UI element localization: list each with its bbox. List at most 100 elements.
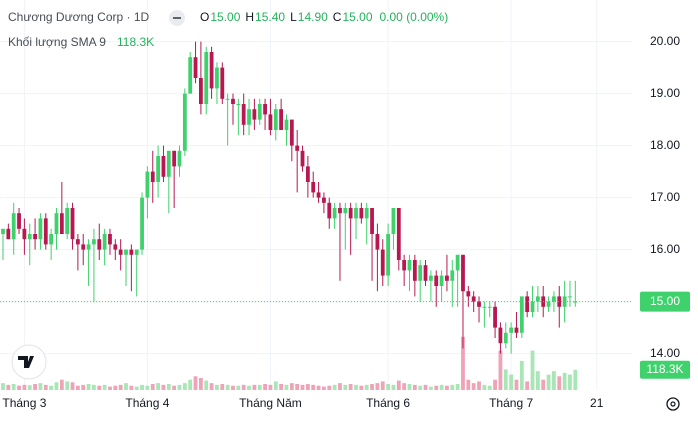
volume-bar [568,374,572,390]
candle-body [86,244,91,250]
volume-bar [503,369,508,390]
candle-body [487,306,492,308]
volume-bar [450,384,455,390]
volume-bar [92,384,96,390]
candle-body [225,98,230,100]
candle-body [316,192,321,198]
volume-bar [108,386,112,390]
candle-body [6,228,11,240]
volume-bar [279,384,284,390]
y-tick-label: 14.00 [650,346,680,360]
candle-body [493,306,497,328]
volume-bar [295,384,300,390]
volume-bar [156,383,161,390]
candle-body [546,301,551,307]
volume-bar [343,384,348,390]
candle-body [338,208,342,214]
candle-body [220,67,225,99]
candle-body [97,239,102,250]
candle-body [22,228,27,240]
volume-bar [418,385,423,390]
volume-bar [263,384,267,390]
candle-body [188,57,193,94]
candle-body [252,109,257,120]
price-tag: 15.00 [650,294,680,308]
volume-bar [359,385,364,390]
candle-body [215,67,219,89]
tradingview-logo [11,344,47,380]
candle-body [418,265,423,281]
volume-bar [493,379,497,390]
candle-body [514,327,519,333]
candle-body [65,208,70,234]
candle-body [75,239,80,245]
candle-body [503,332,508,344]
ohlc-value: 15.40 [255,10,285,24]
candle-body [439,275,444,286]
candle-body [402,260,407,271]
volume-bar [557,376,562,390]
x-tick-label: Tháng 3 [2,396,46,410]
candle-body [49,234,54,245]
volume-label: Khối lượng SMA 9 [8,35,106,49]
volume-bar [81,384,86,390]
candle-body [412,260,417,281]
candle-body [348,208,353,219]
x-tick-label: Tháng 4 [125,396,169,410]
volume-bar [573,369,578,390]
candle-body [204,52,209,104]
candle-body [552,296,556,302]
y-tick-label: 19.00 [650,86,680,100]
candle-body [477,301,481,307]
candle-body [311,182,316,193]
symbol: Chương Dương Corp · 1D [8,10,150,24]
candle-body [557,296,562,307]
candle-body [423,265,428,281]
x-tick-label: 21 [590,396,604,410]
volume-bar [225,384,230,390]
candle-body [386,234,391,276]
volume-bar [284,384,289,390]
candle-body [450,270,455,281]
volume-bar [236,385,241,390]
candle-body [54,213,59,234]
candle-body [236,104,241,105]
candle-body [145,171,150,198]
volume-bar [273,381,278,390]
candle-body [273,109,278,130]
candle-body [257,104,262,120]
x-tick-label: Tháng 6 [366,396,410,410]
candle-body [471,296,476,302]
candle-body [482,306,487,308]
volume-bar [289,383,294,390]
candle-body [300,150,305,167]
candle-body [241,104,246,125]
y-tick-label: 16.00 [650,242,680,256]
ohlc-value: 14.90 [298,10,328,24]
settings-icon[interactable] [666,397,680,411]
hide-button[interactable] [169,10,185,26]
volume-bar [86,384,91,390]
candle-body [428,275,433,281]
volume-bar [54,382,59,390]
volume-bar [209,383,214,390]
volume-bar [461,336,465,390]
ohlc-key: L [290,10,297,24]
candle-body [455,254,460,271]
candle-body [343,208,348,214]
ohlc-value: 15.00 [210,10,240,24]
volume-bar [102,384,107,390]
volume-bar [498,350,503,390]
volume-bar [188,379,193,390]
price-pane [1,41,578,354]
ohlc-value: 15.00 [342,10,372,24]
ohlc-key: O [200,10,209,24]
candle-body [568,296,572,298]
volume-value: 118.3K [117,35,154,49]
volume-bar [466,379,471,390]
volume-bar [514,379,519,390]
candle-body [92,239,96,245]
x-tick-label: Tháng 7 [489,396,533,410]
volume-bar [97,385,102,390]
